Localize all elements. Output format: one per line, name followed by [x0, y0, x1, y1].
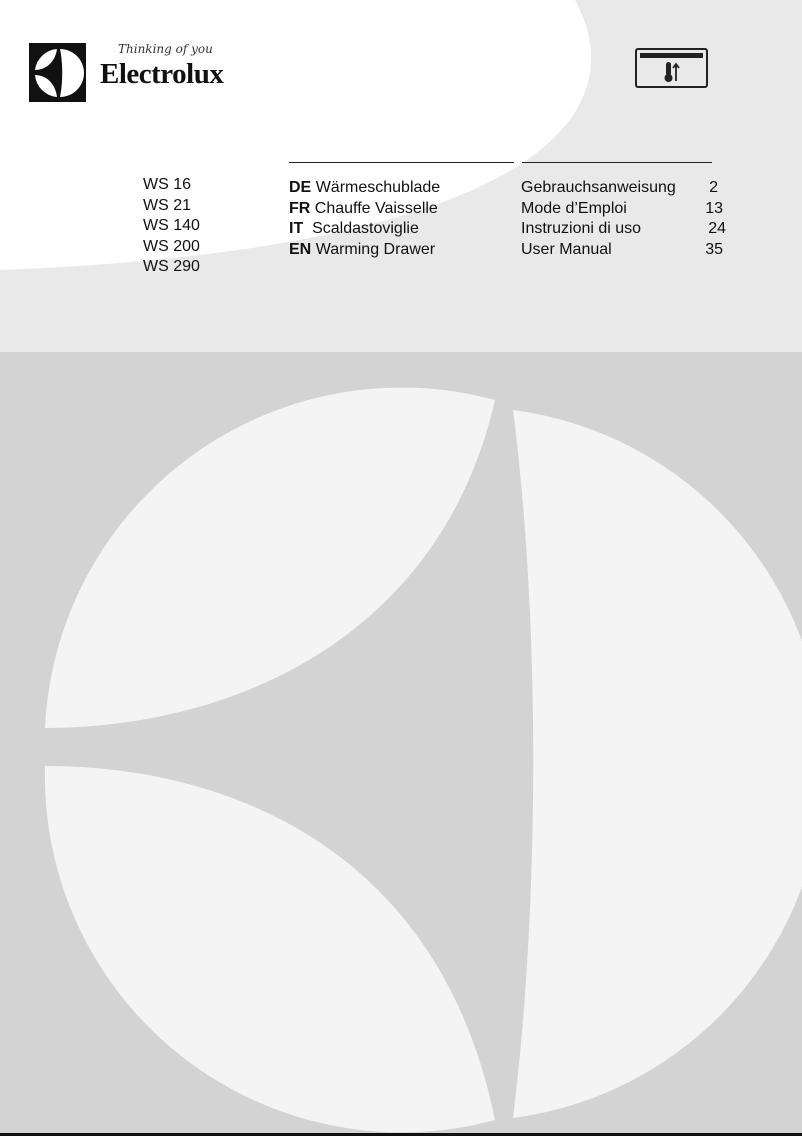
bottom-border [0, 1133, 802, 1136]
divider-products [289, 162, 514, 163]
page-number: 24 [708, 220, 726, 237]
electrolux-logo [29, 43, 86, 102]
manual-titles: Gebrauchsanweisung Mode d’Emploi Instruz… [521, 178, 676, 260]
model: WS 21 [143, 196, 192, 214]
product-name: Warming Drawer [315, 240, 436, 258]
page-number: 2 [709, 179, 718, 196]
language-code: DE [289, 179, 312, 196]
page-number: 13 [705, 199, 723, 217]
language-row: EN Warming Drawer [289, 240, 440, 261]
electrolux-watermark-icon [44, 387, 802, 1133]
warming-drawer-thermometer-icon [635, 48, 708, 88]
language-code: FR [289, 199, 311, 217]
model: WS 200 [143, 237, 200, 255]
manual-title: User Manual [521, 240, 612, 258]
language-row: FR Chauffe Vaisselle [289, 199, 440, 220]
manual-title: Gebrauchsanweisung [521, 179, 676, 196]
manual-title: Instruzioni di uso [521, 220, 642, 237]
language-code: IT [289, 220, 304, 237]
language-code: EN [289, 240, 312, 258]
product-name: Wärmeschublade [315, 179, 441, 196]
product-name: Chauffe Vaisselle [314, 199, 438, 217]
language-row: DE Wärmeschublade [289, 178, 440, 199]
product-name: Scaldastoviglie [312, 220, 419, 237]
language-row: IT Scaldastoviglie [289, 219, 440, 240]
page-numbers: 2 13 24 35 [690, 178, 726, 260]
model: WS 16 [143, 176, 192, 193]
model: WS 290 [143, 258, 200, 275]
model-list: WS 16 WS 21 WS 140 WS 200 WS 290 [143, 175, 200, 278]
page-number: 35 [705, 240, 723, 258]
language-products: DE Wärmeschublade FR Chauffe Vaisselle I… [289, 178, 440, 260]
brand-tagline: Thinking of you [118, 42, 213, 56]
model: WS 140 [143, 217, 200, 234]
manual-title: Mode d’Emploi [521, 199, 627, 217]
divider-titles [522, 162, 712, 163]
brand-name: Electrolux [100, 58, 224, 90]
